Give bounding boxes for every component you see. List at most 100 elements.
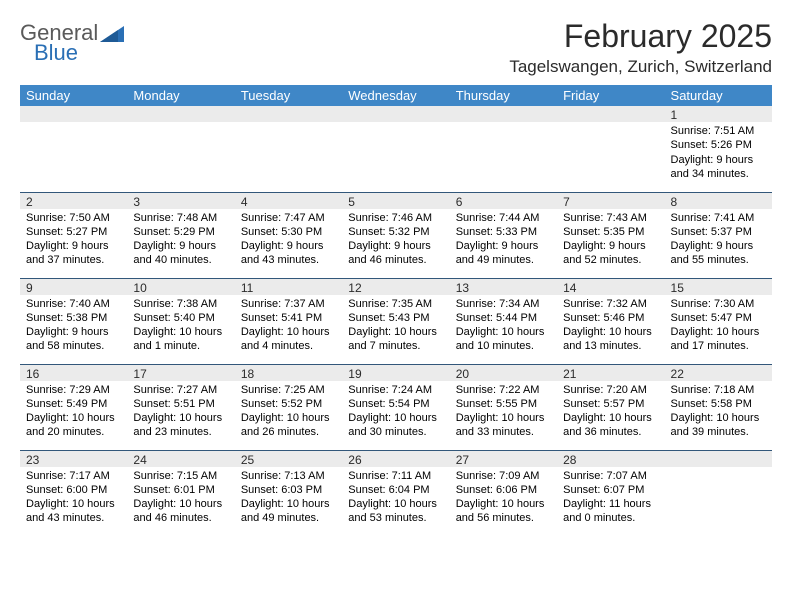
day-detail-line: Sunset: 5:47 PM <box>671 311 766 325</box>
day-details <box>557 122 664 128</box>
day-number <box>450 106 557 122</box>
day-detail-line: Sunrise: 7:46 AM <box>348 211 443 225</box>
day-number: 10 <box>127 279 234 295</box>
day-number: 6 <box>450 193 557 209</box>
day-details: Sunrise: 7:29 AMSunset: 5:49 PMDaylight:… <box>20 381 127 444</box>
day-detail-line: Daylight: 11 hours and 0 minutes. <box>563 497 658 526</box>
calendar-week-row: 2Sunrise: 7:50 AMSunset: 5:27 PMDaylight… <box>20 192 772 278</box>
calendar-day-cell: 28Sunrise: 7:07 AMSunset: 6:07 PMDayligh… <box>557 450 664 536</box>
day-number: 22 <box>665 365 772 381</box>
day-detail-line: Daylight: 10 hours and 36 minutes. <box>563 411 658 440</box>
calendar-day-cell: 26Sunrise: 7:11 AMSunset: 6:04 PMDayligh… <box>342 450 449 536</box>
calendar-day-cell: 15Sunrise: 7:30 AMSunset: 5:47 PMDayligh… <box>665 278 772 364</box>
day-detail-line: Daylight: 10 hours and 53 minutes. <box>348 497 443 526</box>
day-number: 5 <box>342 193 449 209</box>
day-details: Sunrise: 7:41 AMSunset: 5:37 PMDaylight:… <box>665 209 772 272</box>
title-block: February 2025 Tagelswangen, Zurich, Swit… <box>509 18 772 77</box>
day-detail-line: Sunrise: 7:35 AM <box>348 297 443 311</box>
day-detail-line: Sunrise: 7:38 AM <box>133 297 228 311</box>
brand-line2: Blue <box>20 42 98 64</box>
day-detail-line: Sunrise: 7:22 AM <box>456 383 551 397</box>
location-subtitle: Tagelswangen, Zurich, Switzerland <box>509 57 772 77</box>
day-detail-line: Sunset: 5:58 PM <box>671 397 766 411</box>
calendar-day-cell: 14Sunrise: 7:32 AMSunset: 5:46 PMDayligh… <box>557 278 664 364</box>
day-detail-line: Sunrise: 7:48 AM <box>133 211 228 225</box>
day-number: 26 <box>342 451 449 467</box>
day-details: Sunrise: 7:34 AMSunset: 5:44 PMDaylight:… <box>450 295 557 358</box>
calendar-body: 1Sunrise: 7:51 AMSunset: 5:26 PMDaylight… <box>20 106 772 536</box>
day-detail-line: Daylight: 9 hours and 52 minutes. <box>563 239 658 268</box>
day-detail-line: Sunset: 6:03 PM <box>241 483 336 497</box>
day-detail-line: Daylight: 10 hours and 46 minutes. <box>133 497 228 526</box>
day-detail-line: Daylight: 10 hours and 43 minutes. <box>26 497 121 526</box>
calendar-day-cell: 18Sunrise: 7:25 AMSunset: 5:52 PMDayligh… <box>235 364 342 450</box>
day-detail-line: Sunrise: 7:41 AM <box>671 211 766 225</box>
calendar-day-cell: 9Sunrise: 7:40 AMSunset: 5:38 PMDaylight… <box>20 278 127 364</box>
day-number: 7 <box>557 193 664 209</box>
day-detail-line: Sunset: 5:35 PM <box>563 225 658 239</box>
calendar-day-cell: 16Sunrise: 7:29 AMSunset: 5:49 PMDayligh… <box>20 364 127 450</box>
day-detail-line: Sunset: 6:07 PM <box>563 483 658 497</box>
day-detail-line: Sunrise: 7:47 AM <box>241 211 336 225</box>
day-detail-line: Sunset: 5:33 PM <box>456 225 551 239</box>
calendar-day-cell: 12Sunrise: 7:35 AMSunset: 5:43 PMDayligh… <box>342 278 449 364</box>
month-title: February 2025 <box>509 18 772 55</box>
weekday-header: Sunday <box>20 85 127 106</box>
day-details: Sunrise: 7:50 AMSunset: 5:27 PMDaylight:… <box>20 209 127 272</box>
calendar-day-cell: 23Sunrise: 7:17 AMSunset: 6:00 PMDayligh… <box>20 450 127 536</box>
day-details: Sunrise: 7:48 AMSunset: 5:29 PMDaylight:… <box>127 209 234 272</box>
day-detail-line: Sunrise: 7:37 AM <box>241 297 336 311</box>
day-number: 2 <box>20 193 127 209</box>
day-number <box>127 106 234 122</box>
calendar-empty-cell <box>20 106 127 192</box>
day-number: 20 <box>450 365 557 381</box>
day-detail-line: Sunrise: 7:09 AM <box>456 469 551 483</box>
day-detail-line: Sunset: 5:37 PM <box>671 225 766 239</box>
day-details: Sunrise: 7:22 AMSunset: 5:55 PMDaylight:… <box>450 381 557 444</box>
day-details <box>235 122 342 128</box>
calendar-day-cell: 13Sunrise: 7:34 AMSunset: 5:44 PMDayligh… <box>450 278 557 364</box>
day-detail-line: Sunrise: 7:11 AM <box>348 469 443 483</box>
day-detail-line: Sunrise: 7:18 AM <box>671 383 766 397</box>
day-number: 24 <box>127 451 234 467</box>
day-detail-line: Daylight: 10 hours and 13 minutes. <box>563 325 658 354</box>
day-detail-line: Daylight: 10 hours and 4 minutes. <box>241 325 336 354</box>
calendar-day-cell: 7Sunrise: 7:43 AMSunset: 5:35 PMDaylight… <box>557 192 664 278</box>
day-details: Sunrise: 7:30 AMSunset: 5:47 PMDaylight:… <box>665 295 772 358</box>
day-details: Sunrise: 7:38 AMSunset: 5:40 PMDaylight:… <box>127 295 234 358</box>
weekday-header: Tuesday <box>235 85 342 106</box>
calendar-empty-cell <box>665 450 772 536</box>
calendar-empty-cell <box>127 106 234 192</box>
day-detail-line: Daylight: 9 hours and 58 minutes. <box>26 325 121 354</box>
day-detail-line: Sunrise: 7:17 AM <box>26 469 121 483</box>
day-details: Sunrise: 7:51 AMSunset: 5:26 PMDaylight:… <box>665 122 772 185</box>
weekday-header: Friday <box>557 85 664 106</box>
day-details: Sunrise: 7:17 AMSunset: 6:00 PMDaylight:… <box>20 467 127 530</box>
day-detail-line: Sunrise: 7:20 AM <box>563 383 658 397</box>
day-detail-line: Sunrise: 7:25 AM <box>241 383 336 397</box>
day-details: Sunrise: 7:27 AMSunset: 5:51 PMDaylight:… <box>127 381 234 444</box>
calendar-day-cell: 3Sunrise: 7:48 AMSunset: 5:29 PMDaylight… <box>127 192 234 278</box>
day-detail-line: Sunset: 5:57 PM <box>563 397 658 411</box>
calendar-day-cell: 21Sunrise: 7:20 AMSunset: 5:57 PMDayligh… <box>557 364 664 450</box>
calendar-day-cell: 27Sunrise: 7:09 AMSunset: 6:06 PMDayligh… <box>450 450 557 536</box>
day-detail-line: Sunset: 5:29 PM <box>133 225 228 239</box>
day-detail-line: Sunrise: 7:13 AM <box>241 469 336 483</box>
calendar-day-cell: 4Sunrise: 7:47 AMSunset: 5:30 PMDaylight… <box>235 192 342 278</box>
calendar-empty-cell <box>342 106 449 192</box>
day-number: 15 <box>665 279 772 295</box>
calendar-day-cell: 24Sunrise: 7:15 AMSunset: 6:01 PMDayligh… <box>127 450 234 536</box>
calendar-week-row: 1Sunrise: 7:51 AMSunset: 5:26 PMDaylight… <box>20 106 772 192</box>
calendar-day-cell: 5Sunrise: 7:46 AMSunset: 5:32 PMDaylight… <box>342 192 449 278</box>
calendar-empty-cell <box>557 106 664 192</box>
day-detail-line: Daylight: 9 hours and 37 minutes. <box>26 239 121 268</box>
calendar-day-cell: 22Sunrise: 7:18 AMSunset: 5:58 PMDayligh… <box>665 364 772 450</box>
day-detail-line: Daylight: 9 hours and 40 minutes. <box>133 239 228 268</box>
calendar-day-cell: 8Sunrise: 7:41 AMSunset: 5:37 PMDaylight… <box>665 192 772 278</box>
day-detail-line: Sunset: 6:01 PM <box>133 483 228 497</box>
day-detail-line: Daylight: 10 hours and 7 minutes. <box>348 325 443 354</box>
day-details: Sunrise: 7:44 AMSunset: 5:33 PMDaylight:… <box>450 209 557 272</box>
day-detail-line: Daylight: 9 hours and 46 minutes. <box>348 239 443 268</box>
day-detail-line: Sunset: 5:49 PM <box>26 397 121 411</box>
day-detail-line: Daylight: 10 hours and 33 minutes. <box>456 411 551 440</box>
